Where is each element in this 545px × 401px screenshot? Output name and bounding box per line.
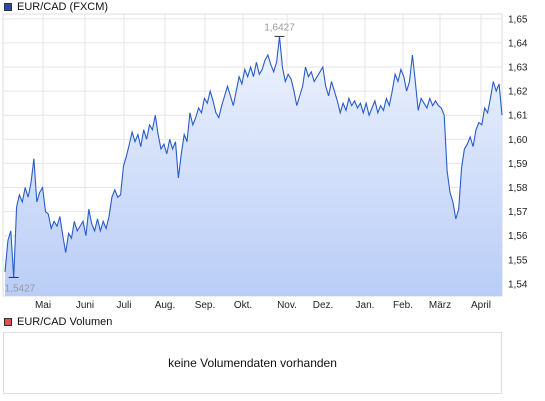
y-tick-label: 1,63 <box>508 63 528 74</box>
volume-legend-label: EUR/CAD Volumen <box>17 316 113 328</box>
x-tick-label: Aug. <box>155 300 176 311</box>
max-value-label: 1,6427 <box>264 22 295 33</box>
y-tick-label: 1,54 <box>508 279 528 290</box>
extreme-annotations: 1,6427 1,5427 <box>5 22 296 294</box>
price-line <box>4 36 503 278</box>
y-axis-labels: 1,54 1,55 1,56 1,57 1,58 1,59 1,60 1,61 1,62 1,63… <box>508 14 528 290</box>
y-tick-label: 1,59 <box>508 159 528 170</box>
x-tick-label: Nov. <box>277 300 297 311</box>
volume-legend-swatch <box>4 318 12 326</box>
x-tick-label: Feb. <box>393 300 413 311</box>
y-tick-label: 1,60 <box>508 135 528 146</box>
price-legend-label: EUR/CAD (FXCM) <box>17 1 109 13</box>
y-tick-label: 1,58 <box>508 183 528 194</box>
volume-empty-message: keine Volumendaten vorhanden <box>168 356 337 370</box>
price-chart: 1,54 1,55 1,56 1,57 1,58 1,59 1,60 1,61 1,62 1,63… <box>2 13 528 311</box>
y-tick-label: 1,62 <box>508 87 528 98</box>
y-tick-label: 1,61 <box>508 111 528 122</box>
price-legend: EUR/CAD (FXCM) <box>4 1 108 13</box>
x-tick-label: Okt. <box>234 300 252 311</box>
x-tick-label: Sep. <box>195 300 216 311</box>
x-tick-label: April <box>471 300 491 311</box>
y-tick-label: 1,55 <box>508 255 528 266</box>
x-axis-labels: Mai Juni Juli Aug. Sep. Okt. Nov. Dez. Jan. Feb. M… <box>35 300 491 311</box>
x-tick-label: Juni <box>76 300 94 311</box>
x-tick-label: Jan. <box>356 300 375 311</box>
x-tick-label: März <box>429 300 451 311</box>
price-area <box>5 36 502 297</box>
price-legend-swatch <box>4 3 12 11</box>
x-tick-label: Juli <box>116 300 131 311</box>
y-tick-label: 1,56 <box>508 231 528 242</box>
y-tick-label: 1,65 <box>508 14 528 25</box>
y-tick-label: 1,64 <box>508 38 528 49</box>
volume-panel: keine Volumendaten vorhanden <box>3 332 502 394</box>
x-tick-label: Dez. <box>313 300 334 311</box>
x-tick-label: Mai <box>35 300 51 311</box>
min-value-label: 1,5427 <box>5 283 36 294</box>
volume-legend: EUR/CAD Volumen <box>4 316 112 328</box>
y-tick-label: 1,57 <box>508 207 528 218</box>
